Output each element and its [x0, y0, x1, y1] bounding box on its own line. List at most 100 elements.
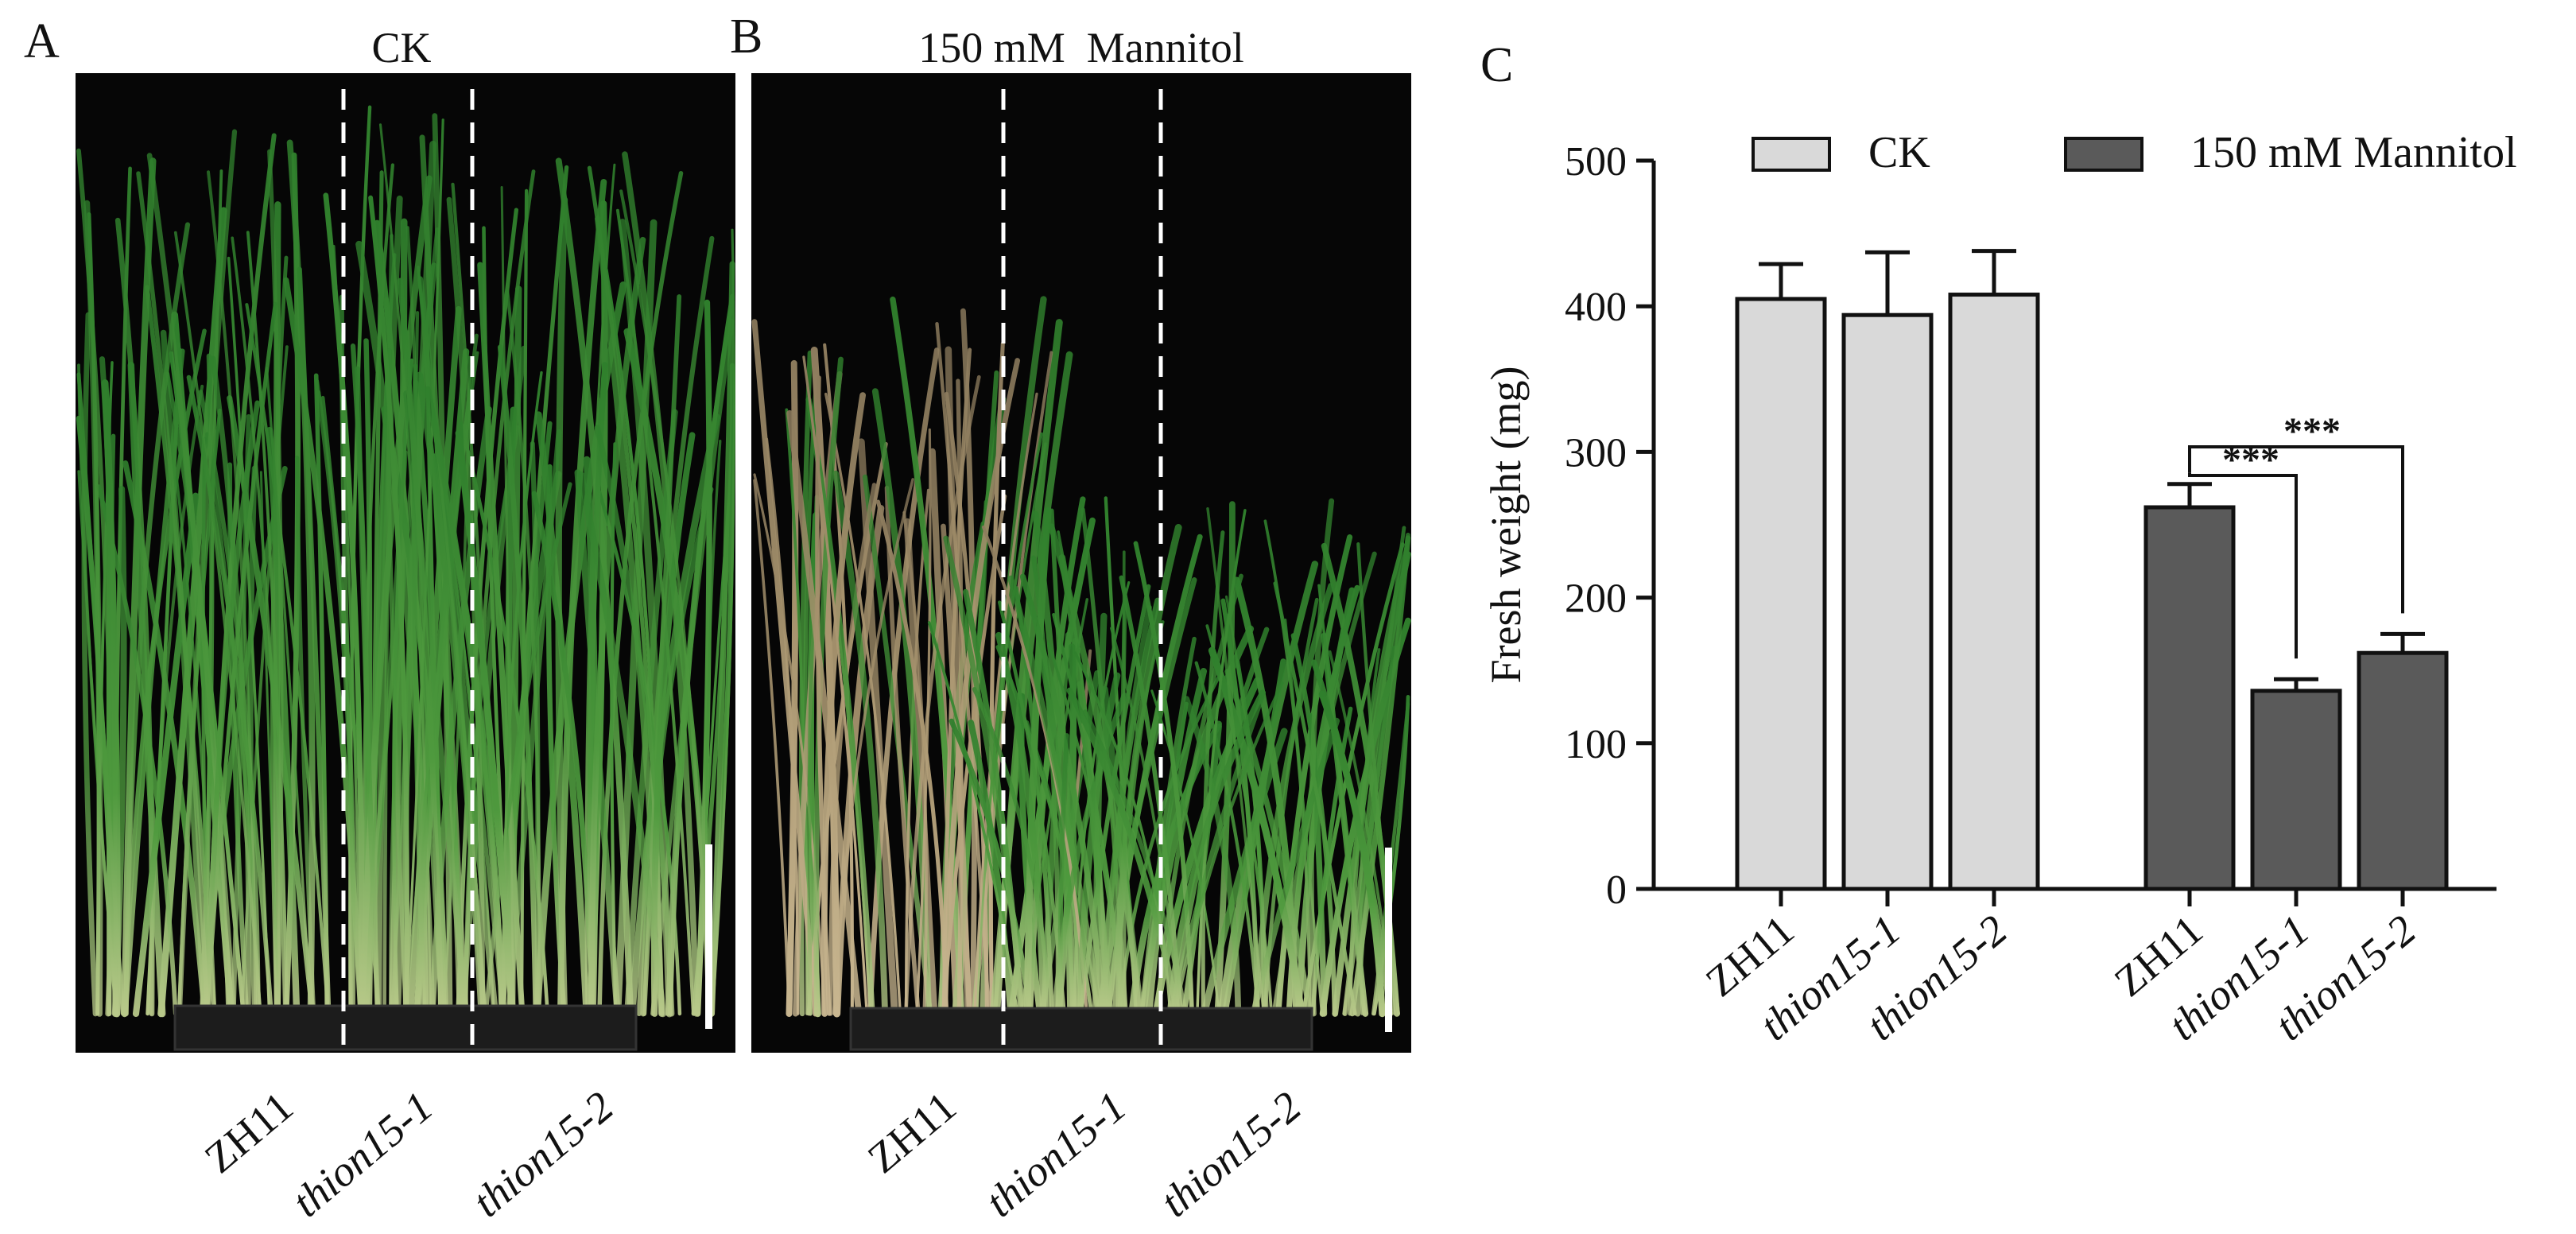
plant-leaf [83, 200, 103, 1017]
plant-leaf [136, 171, 210, 1016]
panel-b-scale-bar [1385, 848, 1392, 1032]
bar-ck-thion15-2 [1948, 293, 2040, 891]
plant-leaf [665, 299, 735, 1016]
plant-leaf [1308, 498, 1335, 1017]
y-tick-label: 400 [1565, 285, 1627, 330]
plant-leaf [314, 378, 356, 1016]
plant-leaf [205, 400, 261, 1017]
plant-leaf [146, 153, 237, 1017]
plant-leaf [751, 319, 819, 1017]
plant-leaf [407, 306, 462, 1017]
plant-leaf [968, 720, 1014, 1017]
panel-a-lane-labels: ZH11 thion15-1 thion15-2 [196, 1082, 623, 1226]
plant-leaf [404, 118, 444, 1015]
panel-a-lane-label-3: thion15-2 [464, 1082, 622, 1226]
plant-leaf [127, 361, 166, 1018]
plant-leaf [941, 494, 1007, 1016]
plant-leaf [815, 375, 832, 1016]
panel-b-lane-labels: ZH11 thion15-1 thion15-2 [859, 1082, 1310, 1226]
plant-leaf [614, 219, 658, 1018]
plant-leaf [210, 355, 251, 1017]
plant-leaf [497, 344, 539, 1017]
plant-leaf [204, 301, 277, 1016]
bar-mannitol-thion15-2 [2357, 650, 2449, 891]
plant-leaf [1250, 717, 1340, 1017]
plant-leaf [711, 228, 736, 1015]
plant-leaf [246, 231, 289, 1015]
y-tick-label: 200 [1565, 576, 1627, 622]
panel-b-letter: B [730, 10, 762, 64]
plant-leaf [297, 266, 332, 1017]
plant-leaf [995, 631, 1047, 1018]
plant-leaf [786, 409, 863, 1017]
plant-leaf [417, 266, 487, 1015]
plant-leaf [416, 371, 486, 1018]
plant-leaf [577, 471, 667, 1018]
panel-a-tray [173, 1004, 638, 1051]
legend-label: 150 mM Mannitol [2190, 128, 2517, 177]
significance-bracket [2188, 445, 2404, 614]
plant-leaf [1167, 694, 1265, 1017]
plant-leaf [81, 312, 99, 1017]
plant-leaf [323, 192, 365, 1017]
plant-leaf [709, 261, 735, 1017]
plant-leaf [1317, 584, 1367, 1015]
plant-leaf [857, 438, 898, 1018]
panel-a-scale-bar [705, 844, 712, 1029]
plant-leaf [915, 428, 932, 1015]
plant-leaf [1208, 646, 1305, 1018]
plant-leaf [227, 256, 271, 1015]
plant-leaf [555, 196, 568, 1018]
plant-leaf [1007, 575, 1104, 1017]
plant-leaf [828, 483, 877, 1016]
plant-leaf [753, 479, 791, 1015]
plant-leaf [477, 262, 526, 1017]
plant-leaf [832, 478, 914, 1015]
panel-b-lane-label-3: thion15-2 [1151, 1082, 1309, 1226]
plant-leaf [132, 492, 200, 1018]
plant-leaf [1166, 689, 1266, 1017]
bar-mannitol-thion15-1 [2250, 689, 2342, 891]
panel-a-lane-label-2: thion15-1 [283, 1082, 441, 1226]
plant-leaf [1173, 681, 1284, 1015]
plant-leaf [956, 378, 964, 1016]
plant-leaf [902, 510, 928, 1015]
y-axis-label: Fresh weight (mg) [1482, 367, 1530, 684]
plant-leaf [824, 392, 902, 1015]
plant-leaf [949, 718, 1033, 1017]
plant-leaf [500, 186, 515, 1015]
plant-leaf [1019, 573, 1107, 1017]
plant-leaf [1349, 535, 1411, 1017]
panel-a-title: CK [371, 24, 431, 72]
significance-bracket [2188, 472, 2298, 659]
plant-leaf [941, 347, 972, 1016]
plant-leaf [988, 341, 1005, 1016]
panel-a-plants [76, 105, 736, 1018]
plant-leaf [1023, 507, 1052, 1018]
plant-leaf [1252, 583, 1334, 1017]
panel-b-plants [751, 296, 1411, 1018]
plant-leaf [1139, 636, 1197, 1016]
panel-a: A CK ZH11 thion15-1 thion15-2 [24, 14, 736, 1226]
plant-leaf [753, 473, 826, 1015]
plant-leaf [157, 207, 227, 1018]
plant-leaf [807, 495, 819, 1016]
plant-leaf [266, 427, 301, 1018]
plant-leaf [231, 236, 286, 1015]
plant-leaf [942, 358, 1021, 1017]
plant-leaf [382, 233, 394, 1016]
plant-leaf [368, 195, 409, 1016]
plant-leaf [483, 482, 572, 1016]
legend-swatch-mannitol [2064, 137, 2143, 172]
significance-label: *** [2283, 410, 2341, 452]
plant-leaf [259, 471, 281, 1015]
y-tick-label: 300 [1565, 430, 1627, 475]
plant-leaf [186, 374, 274, 1016]
plant-leaf [1057, 733, 1069, 1016]
panel-a-letter: A [24, 14, 60, 68]
plant-leaf [1348, 539, 1410, 1016]
y-tick-label: 0 [1606, 867, 1627, 913]
plant-leaf [1273, 581, 1357, 1016]
